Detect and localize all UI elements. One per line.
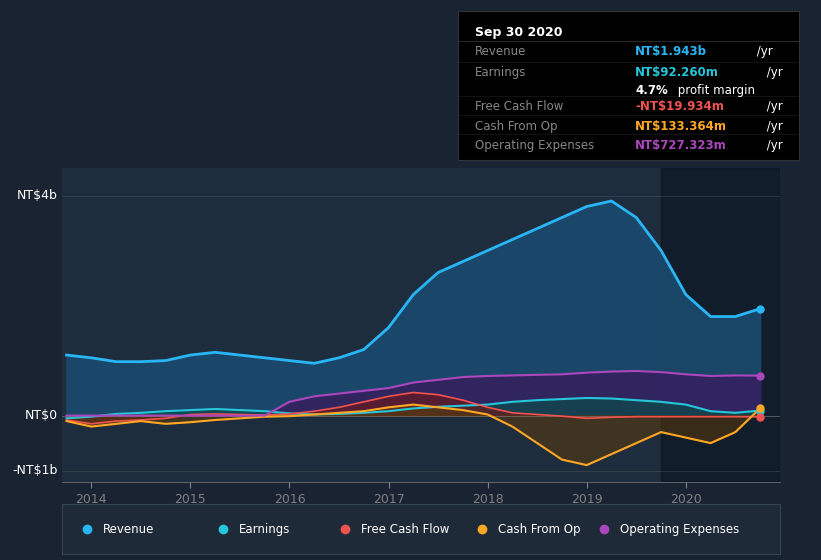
Text: NT$92.260m: NT$92.260m (635, 66, 719, 79)
Text: Sep 30 2020: Sep 30 2020 (475, 26, 562, 39)
Text: Revenue: Revenue (103, 522, 154, 536)
Text: Cash From Op: Cash From Op (475, 119, 557, 133)
Text: /yr: /yr (763, 119, 782, 133)
Text: -NT$1b: -NT$1b (12, 464, 58, 477)
Bar (661, 168, 780, 482)
Text: Free Cash Flow: Free Cash Flow (475, 100, 563, 113)
Text: NT$1.943b: NT$1.943b (635, 45, 707, 58)
Text: Free Cash Flow: Free Cash Flow (361, 522, 450, 536)
Text: /yr: /yr (753, 45, 773, 58)
Text: 4.7%: 4.7% (635, 84, 668, 97)
Text: /yr: /yr (763, 100, 782, 113)
Text: -NT$19.934m: -NT$19.934m (635, 100, 724, 113)
Text: profit margin: profit margin (675, 84, 755, 97)
Text: NT$4b: NT$4b (17, 189, 58, 202)
Text: /yr: /yr (763, 66, 782, 79)
Text: Operating Expenses: Operating Expenses (620, 522, 739, 536)
Text: Operating Expenses: Operating Expenses (475, 139, 594, 152)
Text: Revenue: Revenue (475, 45, 526, 58)
Text: Earnings: Earnings (239, 522, 291, 536)
Text: NT$727.323m: NT$727.323m (635, 139, 727, 152)
Text: Cash From Op: Cash From Op (498, 522, 580, 536)
Text: Earnings: Earnings (475, 66, 526, 79)
Text: NT$133.364m: NT$133.364m (635, 119, 727, 133)
Text: /yr: /yr (763, 139, 782, 152)
Text: NT$0: NT$0 (25, 409, 58, 422)
